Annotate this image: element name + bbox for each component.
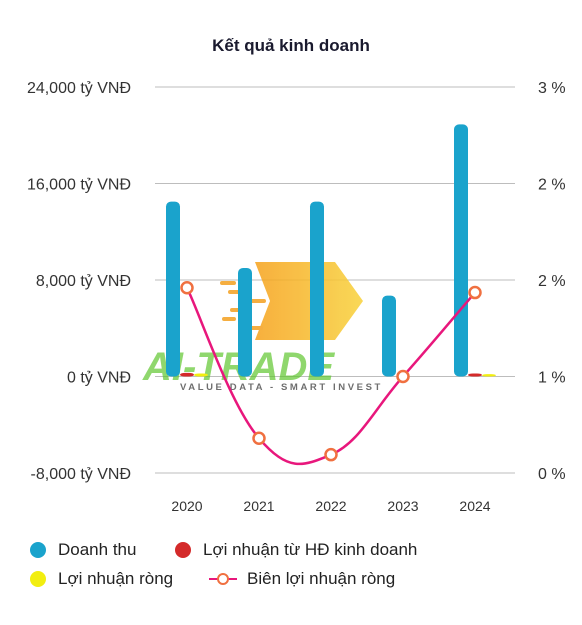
legend-item-bien-loi-nhuan[interactable]: Biên lợi nhuận ròng <box>209 569 395 589</box>
legend-label: Lợi nhuận ròng <box>58 569 174 588</box>
x-axis-tick-label: 2020 <box>171 498 202 514</box>
bar-l-i-nhu-n-t-h-kinh-doanh-2020 <box>180 372 194 377</box>
right-axis-tick-label: 3 % <box>538 80 566 97</box>
left-axis-tick-label: 0 tỷ VNĐ <box>67 370 131 387</box>
x-axis-tick-label: 2024 <box>459 498 490 514</box>
right-axis-tick-label: 2 % <box>538 177 566 194</box>
legend-swatch-loi-nhuan-hdkd <box>175 542 191 558</box>
line-point-2022 <box>324 447 338 462</box>
chart-title: Kết quả kinh doanh <box>212 36 370 55</box>
legend-item-doanh-thu[interactable]: Doanh thu <box>30 540 136 560</box>
bar-doanh-thu-2024 <box>454 124 468 377</box>
bar-l-i-nhu-n-r-ng-2020 <box>194 373 208 377</box>
x-axis-tick-label: 2022 <box>315 498 346 514</box>
line-point-2020 <box>180 280 194 295</box>
right-axis-tick-label: 0 % <box>538 466 566 483</box>
legend-item-loi-nhuan-hdkd[interactable]: Lợi nhuận từ HĐ kinh doanh <box>175 540 417 560</box>
watermark-arrow-icon <box>255 262 363 340</box>
left-axis-tick-label: 24,000 tỷ VNĐ <box>27 80 131 97</box>
x-axis-tick-label: 2021 <box>243 498 274 514</box>
bar-l-i-nhu-n-r-ng-2024 <box>482 374 496 377</box>
line-point-2024 <box>468 285 482 300</box>
legend-line-marker-icon <box>209 571 237 587</box>
right-axis-tick-label: 1 % <box>538 370 566 387</box>
line-point-2021 <box>252 431 266 446</box>
left-axis-tick-label: -8,000 tỷ VNĐ <box>31 466 131 483</box>
bar-doanh-thu-2022 <box>310 201 324 377</box>
watermark-tagline: VALUE DATA - SMART INVEST <box>180 382 383 393</box>
bar-doanh-thu-2023 <box>382 295 396 377</box>
bar-doanh-thu-2021 <box>238 267 252 377</box>
left-axis-tick-label: 16,000 tỷ VNĐ <box>27 177 131 194</box>
legend-label: Lợi nhuận từ HĐ kinh doanh <box>203 540 418 559</box>
right-axis-tick-label: 2 % <box>538 273 566 290</box>
legend-label: Doanh thu <box>58 540 137 559</box>
legend-item-loi-nhuan-rong[interactable]: Lợi nhuận ròng <box>30 569 173 589</box>
watermark-speed-line <box>222 317 236 321</box>
legend-label: Biên lợi nhuận ròng <box>247 569 396 588</box>
x-axis-tick-label: 2023 <box>387 498 418 514</box>
watermark-speed-line <box>220 281 236 285</box>
left-axis-tick-label: 8,000 tỷ VNĐ <box>36 273 131 290</box>
line-point-2023 <box>396 369 410 384</box>
chart-svg: 24,000 tỷ VNĐ 16,000 tỷ VNĐ 8,000 tỷ VNĐ 0 … <box>27 80 566 514</box>
bar-l-i-nhu-n-t-h-kinh-doanh-2024 <box>468 373 482 377</box>
legend-swatch-doanh-thu <box>30 542 46 558</box>
legend-swatch-loi-nhuan-rong <box>30 571 46 587</box>
bar-doanh-thu-2020 <box>166 201 180 377</box>
